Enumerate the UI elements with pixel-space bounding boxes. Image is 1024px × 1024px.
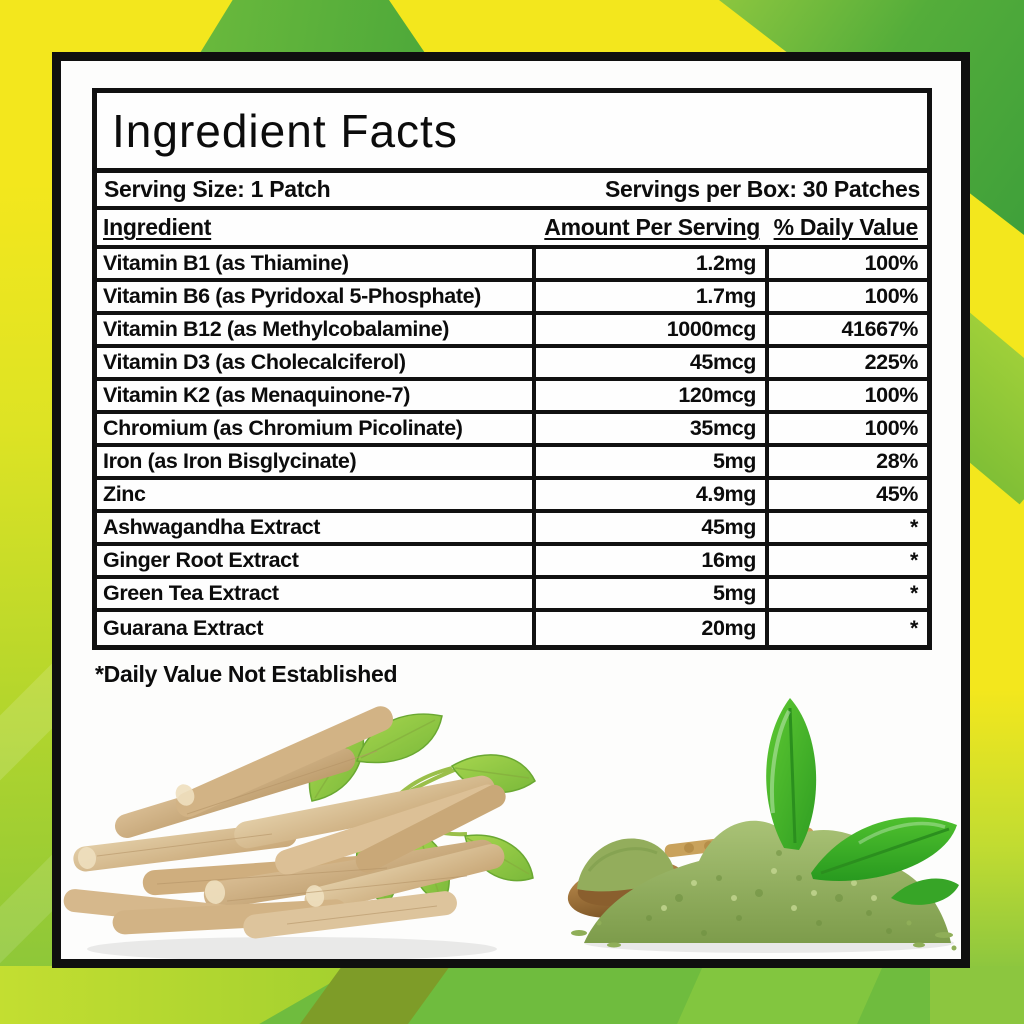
ingredient-name-cell: Green Tea Extract: [103, 581, 279, 605]
amount-cell: 5mg: [532, 579, 769, 608]
bottom-right-segment: [930, 966, 1024, 1024]
panel-title-box: Ingredient Facts: [97, 93, 927, 173]
daily-value-footnote: *Daily Value Not Established: [95, 661, 398, 687]
table-row: Guarana Extract 20mg *: [97, 612, 927, 645]
servings-per-box-text: Servings per Box: 30 Patches: [604, 176, 920, 202]
table-row: Vitamin D3 (as Cholecalciferol) 45mcg 22…: [97, 348, 927, 381]
table-row: Green Tea Extract 5mg *: [97, 579, 927, 612]
amount-cell: 45mg: [532, 513, 769, 542]
daily-value-cell: *: [910, 515, 918, 539]
daily-value-cell: 100%: [864, 383, 919, 407]
table-row: Zinc 4.9mg 45%: [97, 480, 927, 513]
ingredient-name-cell: Iron (as Iron Bisglycinate): [103, 449, 357, 473]
daily-value-cell: 41667%: [841, 317, 918, 341]
panel-title: Ingredient Facts: [112, 104, 458, 157]
serving-size-text: Serving Size: 1 Patch: [104, 176, 331, 202]
amount-cell: 1.7mg: [532, 282, 769, 311]
table-row: Chromium (as Chromium Picolinate) 35mcg …: [97, 414, 927, 447]
table-row: Vitamin B1 (as Thiamine) 1.2mg 100%: [97, 249, 927, 282]
top-green-trapezoid: [200, 0, 425, 53]
daily-value-cell: 225%: [864, 350, 919, 374]
amount-cell: 1.2mg: [532, 249, 769, 278]
green-tea-powder-image: [567, 698, 959, 953]
bottom-right-gradient: [964, 690, 1024, 970]
ingredient-name-cell: Guarana Extract: [103, 616, 264, 640]
ingredient-name-cell: Zinc: [103, 482, 146, 506]
amount-cell: 4.9mg: [532, 480, 769, 509]
ingredient-facts-panel: Ingredient Facts Serving Size: 1 Patch S…: [92, 88, 932, 650]
amount-cell: 45mcg: [532, 348, 769, 377]
daily-value-cell: 100%: [864, 251, 919, 275]
ingredient-name-cell: Ginger Root Extract: [103, 548, 299, 572]
ingredient-name-cell: Vitamin B12 (as Methylcobalamine): [103, 317, 450, 341]
left-gradient-strip: [0, 0, 53, 1024]
table-header-row: Ingredient Amount Per Serving % Daily Va…: [97, 210, 927, 249]
ingredient-name-cell: Vitamin B1 (as Thiamine): [103, 251, 349, 275]
header-amount-per-serving: Amount Per Serving: [544, 214, 760, 240]
header-daily-value: % Daily Value: [773, 214, 919, 240]
daily-value-cell: *: [910, 616, 918, 640]
daily-value-cell: 45%: [876, 482, 918, 506]
ingredient-name-cell: Vitamin B6 (as Pyridoxal 5-Phosphate): [103, 284, 481, 308]
serving-info-row: Serving Size: 1 Patch Servings per Box: …: [97, 173, 927, 210]
daily-value-cell: *: [910, 548, 918, 572]
ingredient-name-cell: Vitamin K2 (as Menaquinone-7): [103, 383, 410, 407]
label-card: Ingredient Facts Serving Size: 1 Patch S…: [52, 52, 970, 968]
table-row: Vitamin K2 (as Menaquinone-7) 120mcg 100…: [97, 381, 927, 414]
ashwagandha-roots-image: [63, 706, 536, 961]
table-row: Vitamin B6 (as Pyridoxal 5-Phosphate) 1.…: [97, 282, 927, 315]
amount-cell: 5mg: [532, 447, 769, 476]
daily-value-cell: 100%: [864, 284, 919, 308]
table-row: Vitamin B12 (as Methylcobalamine) 1000mc…: [97, 315, 927, 348]
amount-cell: 20mg: [532, 612, 769, 645]
daily-value-cell: *: [910, 581, 918, 605]
amount-cell: 16mg: [532, 546, 769, 575]
ingredient-name-cell: Chromium (as Chromium Picolinate): [103, 416, 463, 440]
amount-cell: 35mcg: [532, 414, 769, 443]
table-row: Ginger Root Extract 16mg *: [97, 546, 927, 579]
daily-value-cell: 28%: [876, 449, 918, 473]
table-row: Iron (as Iron Bisglycinate) 5mg 28%: [97, 447, 927, 480]
ingredient-name-cell: Ashwagandha Extract: [103, 515, 321, 539]
amount-cell: 1000mcg: [532, 315, 769, 344]
daily-value-cell: 100%: [864, 416, 919, 440]
table-row: Ashwagandha Extract 45mg *: [97, 513, 927, 546]
ingredient-name-cell: Vitamin D3 (as Cholecalciferol): [103, 350, 406, 374]
bottom-light-segment: [677, 966, 883, 1024]
header-ingredient: Ingredient: [103, 214, 212, 240]
amount-cell: 120mcg: [532, 381, 769, 410]
